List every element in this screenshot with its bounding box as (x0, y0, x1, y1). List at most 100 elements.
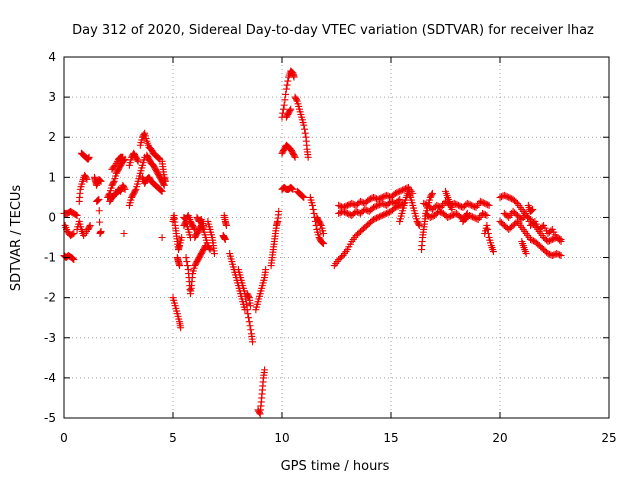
data-point (245, 318, 253, 326)
data-point (451, 210, 459, 218)
data-point (83, 175, 91, 183)
y-tick-label: 3 (48, 90, 56, 104)
data-point (70, 229, 78, 237)
y-tick-label: -1 (44, 251, 56, 265)
data-point (465, 200, 473, 208)
data-point (355, 209, 363, 217)
plot-frame (63, 56, 610, 419)
data-point (396, 195, 404, 203)
x-tick-label: 10 (274, 431, 289, 445)
data-point (359, 199, 367, 207)
data-point (133, 156, 141, 164)
data-point (280, 101, 288, 109)
data-point (319, 229, 327, 237)
data-point (374, 213, 382, 221)
data-point (436, 203, 444, 211)
data-point (554, 250, 562, 258)
data-point (396, 187, 404, 195)
data-point (479, 209, 487, 217)
data-point (485, 201, 493, 209)
data-point (68, 254, 76, 262)
data-point (299, 193, 307, 201)
data-point (222, 221, 230, 229)
data-point (282, 85, 290, 93)
data-point (544, 238, 552, 246)
data-point (482, 200, 490, 208)
data-point (289, 185, 297, 193)
data-point (383, 191, 391, 199)
data-point (420, 199, 428, 207)
data-point (96, 177, 104, 185)
data-point (158, 234, 166, 241)
data-point (370, 215, 378, 223)
data-point (522, 250, 530, 258)
data-point (291, 153, 299, 161)
data-point (177, 324, 185, 332)
data-point (484, 201, 492, 209)
data-point (318, 238, 326, 246)
data-point (93, 197, 101, 205)
data-point (524, 213, 532, 221)
data-point (319, 239, 327, 247)
data-point (527, 236, 535, 244)
data-point (94, 196, 102, 204)
data-point (528, 236, 536, 244)
data-point (512, 198, 520, 206)
data-point (287, 184, 295, 192)
data-point (478, 198, 486, 206)
data-point (282, 90, 290, 98)
data-point (372, 202, 380, 210)
data-point (261, 366, 269, 374)
data-point (545, 237, 553, 245)
data-point (556, 251, 564, 259)
data-point (527, 207, 535, 215)
data-point (529, 205, 537, 213)
data-point (471, 203, 479, 211)
data-point (287, 105, 295, 113)
data-point (378, 211, 386, 219)
data-point (378, 199, 386, 207)
y-tick-label: -4 (44, 371, 56, 385)
y-tick-label: 4 (48, 50, 56, 64)
data-point (463, 209, 471, 217)
data-point (319, 240, 327, 248)
y-tick-label: 1 (48, 170, 56, 184)
y-axis-label: SDTVAR / TECUs (9, 185, 24, 292)
data-point (120, 184, 128, 192)
data-point (352, 207, 360, 215)
x-axis-label: GPS time / hours (281, 459, 390, 474)
data-point (547, 227, 555, 235)
data-point (109, 179, 117, 187)
data-point (246, 302, 254, 310)
data-point (447, 212, 455, 220)
data-point (371, 215, 379, 223)
data-point (182, 254, 190, 262)
y-tick-label: -3 (44, 331, 56, 345)
data-point (309, 205, 317, 213)
data-point (293, 96, 301, 104)
data-point (399, 186, 407, 194)
data-point (361, 205, 369, 213)
data-point (131, 187, 139, 195)
data-point (335, 209, 343, 217)
data-point (390, 199, 398, 207)
data-point (281, 96, 289, 104)
data-point (391, 189, 399, 197)
data-point (343, 209, 351, 217)
data-point (386, 193, 394, 201)
y-tick-label: 0 (48, 210, 56, 224)
data-point (434, 202, 442, 210)
data-point (428, 189, 436, 197)
data-point (453, 201, 461, 209)
data-point (342, 202, 350, 210)
data-point (529, 219, 537, 227)
x-tick-label: 5 (169, 431, 177, 445)
data-points (60, 67, 565, 418)
data-point (245, 292, 253, 300)
data-point (288, 185, 296, 193)
x-tick-label: 20 (492, 431, 507, 445)
data-point (448, 205, 456, 213)
data-point (183, 258, 191, 266)
data-point (160, 181, 168, 189)
data-point (394, 188, 402, 196)
